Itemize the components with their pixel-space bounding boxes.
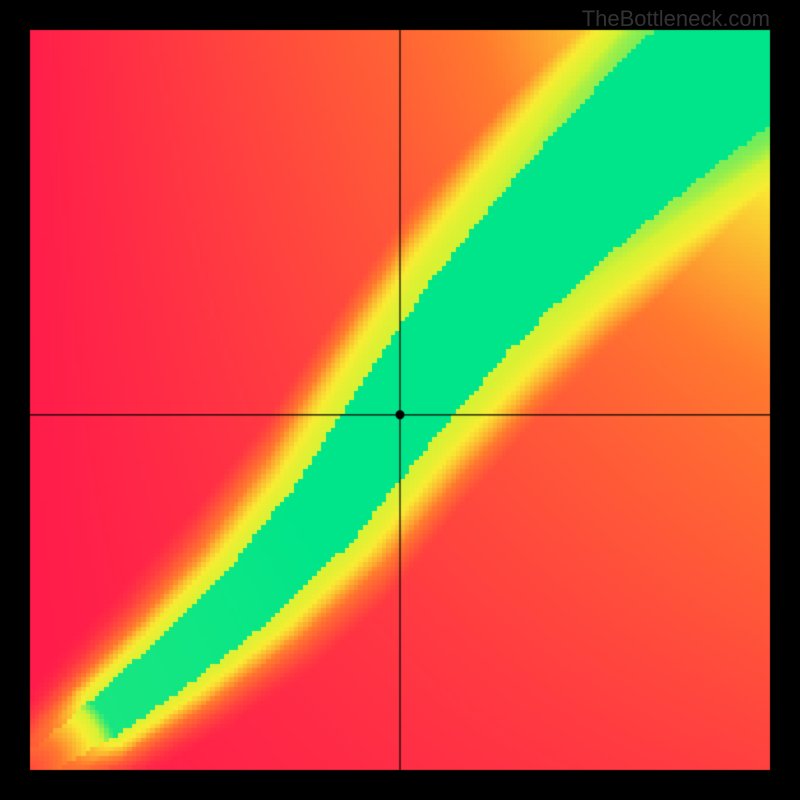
watermark-text: TheBottleneck.com [582,6,770,32]
chart-frame: TheBottleneck.com [0,0,800,800]
bottleneck-heatmap [0,0,800,800]
